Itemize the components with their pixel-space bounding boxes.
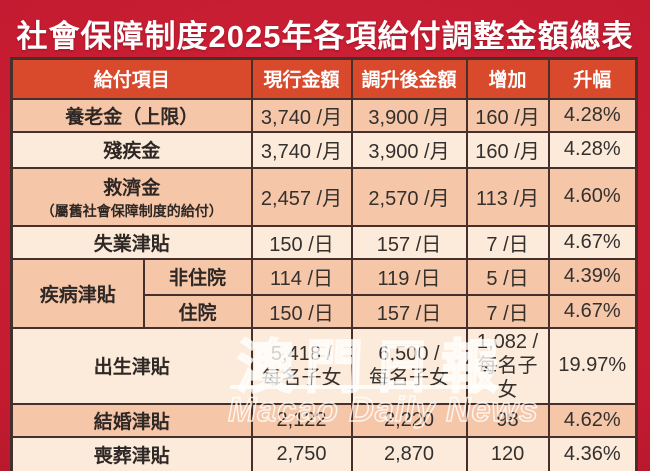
current-amount: 3,740 /月 [250,130,353,169]
increase-rate: 4.67% [547,293,638,329]
col-header-rate: 升幅 [547,57,638,100]
row-label-note: （屬舊社會保障制度的給付） [40,202,223,219]
adjusted-amount: 6,500 / 每名子女 [350,326,468,405]
current-amount: 5,418 / 每名子女 [250,326,353,405]
adjusted-amount: 3,900 /月 [350,130,468,169]
current-amount: 114 /日 [250,257,353,296]
adjusted-amount: 157 /日 [350,293,468,329]
row-label: 救濟金 （屬舊社會保障制度的給付） [10,166,253,227]
increase-amount: 120 [465,435,550,471]
adjusted-amount: 157 /日 [350,224,468,260]
row-label: 養老金（上限） [10,97,253,133]
table-row-marriage: 結婚津貼 2,122 2,220 98 4.62% [10,402,638,438]
col-header-adjusted: 調升後金額 [350,57,468,100]
increase-amount: 160 /月 [465,130,550,169]
adjusted-amount: 2,570 /月 [350,166,468,227]
row-label-main: 救濟金 [103,177,161,199]
table-header-row: 給付項目 現行金額 調升後金額 增加 升幅 [10,57,638,100]
table-row-pension: 養老金（上限） 3,740 /月 3,900 /月 160 /月 4.28% [10,97,638,133]
current-amount: 150 /日 [250,224,353,260]
current-amount: 150 /日 [250,293,353,329]
increase-rate: 19.97% [547,326,638,405]
benefits-table: 給付項目 現行金額 調升後金額 增加 升幅 養老金（上限） 3,740 /月 3… [10,57,639,471]
page-title: 社會保障制度2025年各項給付調整金額總表 [16,18,634,54]
col-header-increase: 增加 [465,57,550,100]
increase-amount: 98 [465,402,550,438]
increase-amount: 5 /日 [465,257,550,296]
current-amount: 2,750 [250,435,353,471]
row-label-sickness: 疾病津貼 [10,257,145,329]
increase-rate: 4.67% [547,224,638,260]
current-amount: 2,122 [250,402,353,438]
row-label: 失業津貼 [10,224,253,260]
table-row-relief: 救濟金 （屬舊社會保障制度的給付） 2,457 /月 2,570 /月 113 … [10,166,638,227]
table-row-sickness-hospitalized: 住院 150 /日 157 /日 7 /日 4.67% [12,293,638,329]
current-amount: 3,740 /月 [250,97,353,133]
col-header-item: 給付項目 [10,57,253,100]
row-label: 殘疾金 [10,130,253,169]
increase-rate: 4.36% [547,435,638,471]
increase-amount: 1,082 / 每名子女 [465,326,550,405]
row-sublabel: 非住院 [142,257,253,296]
table-row-birth: 出生津貼 5,418 / 每名子女 6,500 / 每名子女 1,082 / 每… [10,326,638,405]
increase-amount: 113 /月 [465,166,550,227]
adjusted-amount: 3,900 /月 [350,97,468,133]
increase-amount: 7 /日 [465,293,550,329]
increase-rate: 4.28% [547,97,638,133]
row-label: 結婚津貼 [10,402,253,438]
increase-rate: 4.39% [547,257,638,296]
row-label: 喪葬津貼 [10,435,253,471]
increase-rate: 4.60% [547,166,638,227]
adjusted-amount: 2,220 [350,402,468,438]
increase-rate: 4.62% [547,402,638,438]
adjusted-amount: 2,870 [350,435,468,471]
increase-amount: 7 /日 [465,224,550,260]
table-row-funeral: 喪葬津貼 2,750 2,870 120 4.36% [10,435,638,471]
table-row-sickness-outpatient: 疾病津貼 非住院 114 /日 119 /日 5 /日 4.39% [10,257,638,329]
row-sublabel: 住院 [142,293,253,329]
current-amount: 2,457 /月 [250,166,353,227]
increase-rate: 4.28% [547,130,638,169]
table-row-disability: 殘疾金 3,740 /月 3,900 /月 160 /月 4.28% [10,130,638,169]
col-header-current: 現行金額 [250,57,353,100]
increase-amount: 160 /月 [465,97,550,133]
row-label: 出生津貼 [10,326,253,405]
adjusted-amount: 119 /日 [350,257,468,296]
table-row-unemployment: 失業津貼 150 /日 157 /日 7 /日 4.67% [10,224,638,260]
